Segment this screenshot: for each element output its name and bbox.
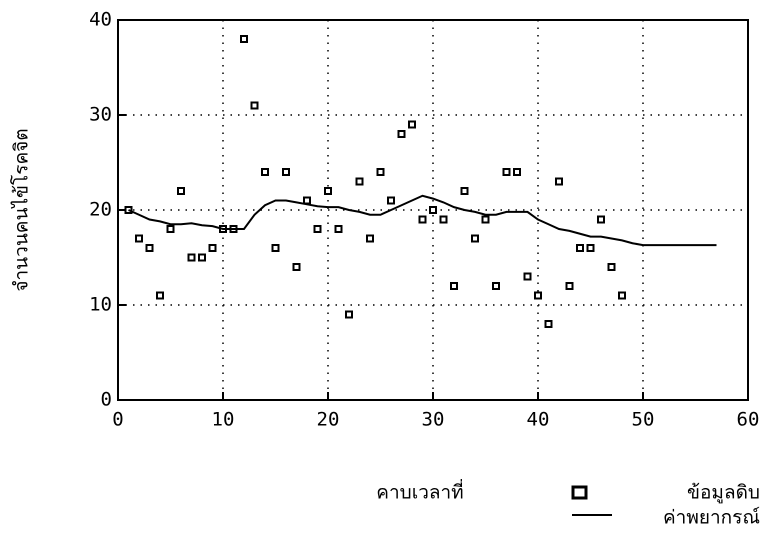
data-point: [576, 244, 584, 252]
data-point: [471, 234, 479, 243]
data-point: [156, 291, 164, 300]
y-axis-label: จำนวนคนไข้โรคจิต: [10, 128, 33, 291]
legend-label: ข้อมูลดิบ: [687, 482, 760, 504]
data-point: [429, 206, 437, 214]
data-point: [492, 282, 500, 290]
data-point: [618, 291, 626, 300]
x-tick-label: 20: [317, 409, 340, 431]
data-point: [376, 168, 385, 176]
x-tick-label: 40: [527, 409, 550, 431]
data-point: [534, 291, 542, 300]
data-point: [387, 196, 395, 205]
y-tick-label: 0: [101, 389, 112, 411]
data-point: [502, 168, 511, 176]
y-tick-label: 40: [89, 9, 112, 31]
data-point: [313, 225, 322, 233]
data-point: [513, 168, 521, 176]
data-point: [366, 234, 374, 243]
data-point: [208, 244, 217, 252]
data-point: [324, 187, 332, 195]
data-point: [292, 263, 301, 271]
y-tick-label: 10: [89, 294, 112, 316]
data-point: [439, 215, 448, 224]
data-point: [250, 101, 259, 110]
data-point: [418, 215, 427, 224]
data-point: [334, 225, 343, 233]
data-point: [555, 177, 563, 186]
data-point: [261, 168, 269, 176]
y-tick-label: 30: [89, 104, 112, 126]
data-point: [282, 168, 290, 176]
data-point: [240, 35, 248, 43]
data-point: [523, 272, 532, 281]
data-point: [177, 187, 185, 195]
data-point: [198, 253, 206, 262]
forecast-line: [128, 194, 717, 247]
x-tick-label: 50: [632, 409, 655, 431]
x-tick-label: 60: [737, 409, 760, 431]
data-point: [450, 282, 458, 290]
data-point: [187, 253, 196, 262]
data-point: [586, 244, 595, 252]
data-point: [565, 282, 574, 290]
x-tick-label: 0: [112, 409, 123, 431]
data-point: [481, 215, 490, 224]
data-point: [397, 130, 406, 138]
data-point: [145, 244, 154, 252]
x-axis-label: คาบเวลาที่: [376, 479, 463, 504]
data-point: [544, 320, 553, 328]
legend-label: ค่าพยากรณ์: [663, 507, 760, 529]
data-point: [345, 310, 353, 319]
data-point: [271, 244, 280, 252]
legend-marker: [571, 485, 588, 500]
data-point: [597, 215, 605, 224]
data-point: [408, 120, 416, 129]
data-point: [135, 234, 143, 243]
data-point: [607, 263, 616, 271]
data-point: [166, 225, 175, 233]
x-tick-label: 10: [212, 409, 235, 431]
data-point: [303, 196, 311, 205]
x-tick-label: 30: [422, 409, 445, 431]
data-point: [355, 177, 364, 186]
data-point: [460, 187, 469, 195]
y-tick-label: 20: [89, 199, 112, 221]
